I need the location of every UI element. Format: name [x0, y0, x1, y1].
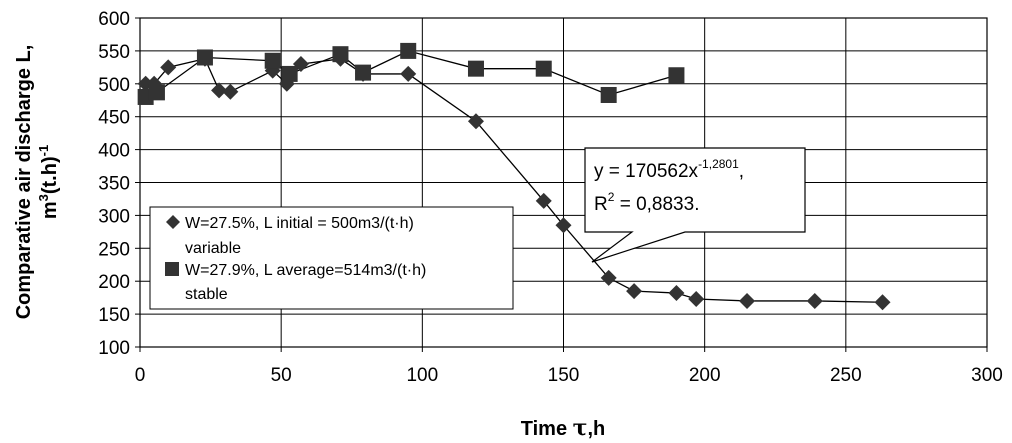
y-tick-label: 400: [98, 141, 130, 162]
legend-marker-diamond: [166, 215, 180, 229]
x-tick-label: 200: [689, 365, 721, 386]
data-point-series-1: [806, 292, 823, 309]
data-point-series-2: [355, 64, 372, 81]
y-tick-label: 200: [98, 272, 130, 293]
axes: [135, 17, 988, 352]
data-point-series-2: [668, 67, 685, 84]
data-markers: [137, 42, 891, 311]
data-point-series-1: [739, 292, 756, 309]
annotation-r-squared: R2 = 0,8833.: [594, 190, 699, 215]
y-axis-title-units: m3(t.h)-1: [36, 145, 61, 219]
data-point-series-2: [148, 84, 165, 101]
data-point-series-2: [264, 52, 281, 69]
legend-label-series-1: W=27.5%, L initial = 500m3/(t·h): [185, 215, 414, 232]
x-tick-label: 50: [271, 365, 292, 386]
y-tick-label: 150: [98, 305, 130, 326]
data-point-series-1: [668, 285, 685, 302]
data-point-series-1: [535, 192, 552, 209]
data-point-series-2: [535, 60, 552, 77]
y-tick-label: 100: [98, 338, 130, 359]
data-point-series-1: [600, 269, 617, 286]
y-tick-label: 350: [98, 174, 130, 195]
legend-box: [149, 206, 514, 310]
x-tick-label: 150: [548, 365, 580, 386]
data-point-series-1: [400, 65, 417, 82]
annotation-equation: y = 170562x-1,2801,: [594, 157, 744, 182]
data-point-series-2: [400, 42, 417, 59]
legend-label-series-1-line2: variable: [185, 240, 241, 257]
y-tick-labels: 100 150 200 250 300 350 400 450 500 550 600: [98, 9, 130, 359]
y-tick-label: 600: [98, 9, 130, 30]
y-axis-title: Comparative air discharge L,: [13, 45, 35, 320]
data-point-series-2: [600, 86, 617, 103]
y-tick-label: 300: [98, 206, 130, 227]
legend-marker-square: [165, 262, 179, 276]
data-point-series-1: [211, 82, 228, 99]
data-point-series-2: [281, 65, 298, 82]
x-tick-label: 0: [135, 365, 146, 386]
y-tick-label: 250: [98, 239, 130, 260]
legend-label-series-2: W=27.9%, L average=514m3/(t·h): [185, 262, 426, 279]
data-point-series-2: [332, 46, 349, 63]
legend: W=27.5%, L initial = 500m3/(t·h) variabl…: [149, 206, 514, 310]
data-point-series-2: [467, 60, 484, 77]
y-tick-label: 550: [98, 42, 130, 63]
x-tick-labels: 0 50 100 150 200 250 300: [135, 365, 1003, 386]
data-point-series-1: [874, 294, 891, 311]
data-point-series-1: [555, 217, 572, 234]
annotation-callout: [584, 147, 806, 263]
x-tick-label: 300: [971, 365, 1003, 386]
x-tick-label: 250: [830, 365, 862, 386]
data-point-series-1: [688, 290, 705, 307]
data-point-series-1: [626, 283, 643, 300]
x-tick-label: 100: [406, 365, 438, 386]
legend-label-series-2-line2: stable: [185, 286, 228, 303]
data-point-series-1: [222, 83, 239, 100]
data-point-series-2: [196, 49, 213, 66]
trendline-annotation: y = 170562x-1,2801, R2 = 0,8833.: [584, 147, 806, 263]
data-point-series-1: [160, 59, 177, 76]
y-tick-label: 450: [98, 108, 130, 129]
y-tick-label: 500: [98, 75, 130, 96]
data-point-series-1: [467, 113, 484, 130]
series-line-1: [145, 58, 883, 303]
x-axis-title: Time τ,h: [521, 415, 605, 441]
